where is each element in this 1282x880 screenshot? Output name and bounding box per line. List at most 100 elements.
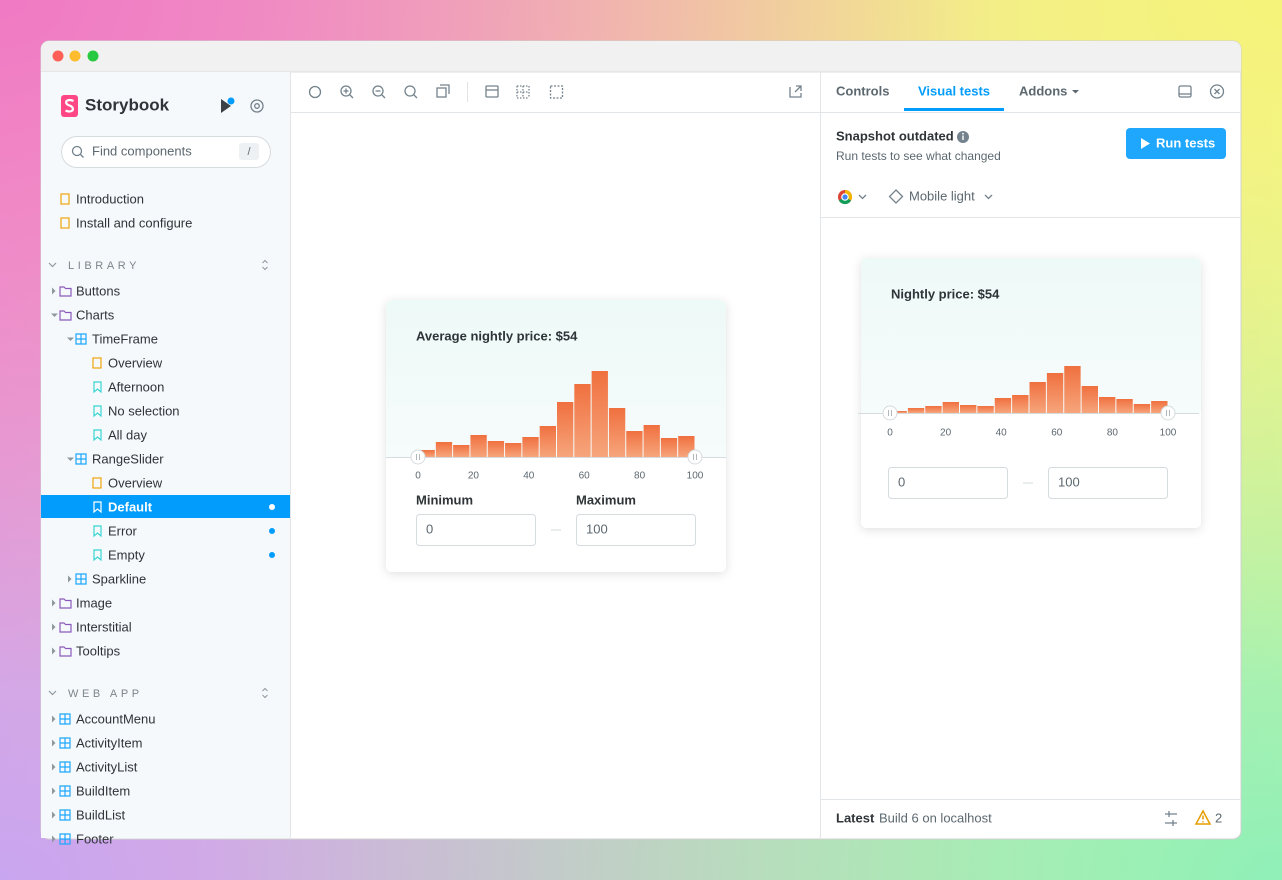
slider-handle[interactable] [410,449,426,465]
tree-item[interactable]: Tooltips [76,643,121,658]
expand-arrow[interactable] [52,599,56,607]
range-input[interactable] [576,514,696,546]
expand-arrow[interactable] [52,287,56,295]
search[interactable] [61,136,271,168]
tree-item[interactable]: ActivityItem [76,735,142,750]
component-icon [59,833,71,845]
expand-arrow[interactable] [52,715,56,723]
tree-item[interactable]: Empty [108,547,145,562]
panel-orientation[interactable] [1178,85,1192,98]
zoom-reset[interactable] [404,85,416,97]
tree-item[interactable]: Interstitial [76,619,132,634]
status-title: Snapshot outdated [836,128,954,143]
handle-grip [888,410,892,416]
whats-new[interactable] [221,99,231,113]
zoom-out[interactable] [372,85,384,97]
section-expand[interactable] [262,687,268,699]
tree-item[interactable]: Error [108,523,138,538]
handle-grip [693,454,697,460]
slider-handle[interactable] [1160,405,1176,421]
title-bar [41,41,1241,72]
zoom-in[interactable] [340,85,352,97]
tree-item[interactable]: Buttons [76,283,121,298]
collapse-arrow[interactable] [67,337,74,342]
histogram-bar [925,406,942,413]
range-input[interactable] [416,514,536,546]
tree-item[interactable]: RangeSlider [92,451,164,466]
outline[interactable] [549,85,564,99]
slider-handle[interactable] [687,449,703,465]
expand-arrow[interactable] [52,647,56,655]
expand-arrow[interactable] [52,787,56,795]
zoom-button[interactable] [87,50,99,62]
tree-item[interactable]: Introduction [76,191,144,206]
mode-label[interactable]: Mobile light [909,188,975,203]
tree-item[interactable]: Install and configure [76,215,192,230]
remount[interactable] [308,85,322,99]
collapse-arrow[interactable] [51,313,58,318]
component-icon [75,333,87,345]
tree-item[interactable]: Footer [76,831,114,846]
histogram-bar [890,411,907,413]
tree-item[interactable]: Sparkline [92,571,146,586]
tree-item[interactable]: TimeFrame [92,331,158,346]
minimize-button[interactable] [69,50,81,62]
histogram-bar [522,437,539,457]
browser-picker[interactable] [838,189,867,205]
tree-item[interactable]: ActivityList [76,759,138,774]
expand-arrow[interactable] [52,811,56,819]
tree-item[interactable]: Overview [108,355,163,370]
background[interactable] [436,87,447,98]
tree-item[interactable]: All day [108,427,148,442]
tree-item[interactable]: Default [108,499,153,514]
filter-icon[interactable] [1165,811,1177,826]
open-new-tab[interactable] [789,85,802,98]
folder-icon [59,646,72,657]
status-dot [269,552,275,558]
slider-handle[interactable] [882,405,898,421]
histogram-bar [435,442,453,457]
section-toggle[interactable] [48,262,57,268]
tree-item[interactable]: Charts [76,307,115,322]
tree-item[interactable]: AccountMenu [76,711,156,726]
grid[interactable] [516,85,530,99]
collapse-arrow[interactable] [67,457,74,462]
histogram-bar [453,445,470,457]
panel-tab[interactable]: Visual tests [918,83,990,98]
histogram-bar [470,435,487,457]
story-icon [93,501,102,514]
warning-icon[interactable] [1194,809,1212,825]
component-icon [75,573,87,585]
story-icon [93,525,102,538]
tree-item[interactable]: Overview [108,475,163,490]
viewport[interactable] [485,85,499,98]
close-button[interactable] [52,50,64,62]
histogram-bar [1116,399,1133,413]
story-icon [93,549,102,562]
section-expand[interactable] [262,259,268,271]
tree-item[interactable]: Image [76,595,112,610]
tree-item[interactable]: No selection [108,403,180,418]
histogram-bar [608,408,626,457]
warning-count[interactable]: 2 [1215,810,1222,825]
section-toggle[interactable] [48,690,57,696]
expand-arrow[interactable] [52,763,56,771]
run-tests-label[interactable]: Run tests [1156,135,1215,150]
expand-arrow[interactable] [68,575,72,583]
run-tests-button[interactable] [1126,128,1226,159]
panel-tab[interactable]: Controls [836,83,889,98]
range-input-value: 0 [898,474,905,489]
folder-icon [59,598,72,609]
settings[interactable] [250,99,264,113]
tree-item[interactable]: BuildItem [76,783,130,798]
expand-arrow[interactable] [52,623,56,631]
panel-tab[interactable]: Addons [1019,83,1067,98]
tree-item[interactable]: Afternoon [108,379,164,394]
range-input[interactable] [1048,467,1168,499]
expand-arrow[interactable] [52,739,56,747]
tree-item[interactable]: BuildList [76,807,126,822]
range-input[interactable] [888,467,1008,499]
close-panel[interactable] [1209,84,1225,99]
expand-arrow[interactable] [52,835,56,843]
